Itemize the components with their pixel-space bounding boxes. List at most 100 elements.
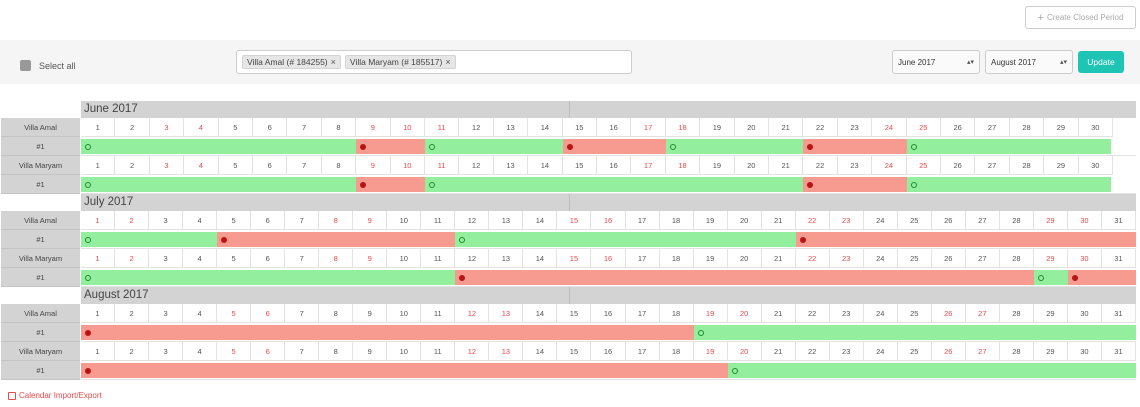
day-cell[interactable]: 9: [353, 304, 388, 323]
month-to-select[interactable]: August 2017 ▴▾: [985, 50, 1073, 74]
day-cell[interactable]: 22: [795, 342, 830, 361]
day-cell[interactable]: 13: [489, 211, 524, 230]
day-cell[interactable]: 16: [591, 249, 626, 268]
day-cell[interactable]: 4: [183, 249, 218, 268]
day-cell[interactable]: 25: [897, 211, 932, 230]
day-cell[interactable]: 17: [631, 156, 666, 175]
day-cell[interactable]: 12: [455, 304, 490, 323]
day-cell[interactable]: 14: [528, 156, 563, 175]
day-cell[interactable]: 7: [285, 342, 320, 361]
day-cell[interactable]: 12: [455, 342, 490, 361]
day-cell[interactable]: 20: [727, 342, 762, 361]
available-period[interactable]: [425, 139, 563, 154]
day-cell[interactable]: 30: [1078, 156, 1113, 175]
day-cell[interactable]: 14: [523, 249, 558, 268]
day-cell[interactable]: 25: [897, 249, 932, 268]
day-cell[interactable]: 2: [115, 118, 150, 137]
day-cell[interactable]: 6: [251, 342, 286, 361]
day-cell[interactable]: 11: [421, 304, 456, 323]
day-cell[interactable]: 13: [489, 304, 524, 323]
day-cell[interactable]: 19: [693, 342, 728, 361]
day-cell[interactable]: 17: [625, 304, 660, 323]
day-cell[interactable]: 10: [387, 304, 422, 323]
day-cell[interactable]: 28: [999, 211, 1034, 230]
day-cell[interactable]: 9: [356, 118, 391, 137]
day-cell[interactable]: 12: [459, 156, 494, 175]
day-cell[interactable]: 5: [218, 118, 253, 137]
day-cell[interactable]: 20: [734, 118, 769, 137]
day-cell[interactable]: 8: [319, 304, 354, 323]
day-cell[interactable]: 5: [218, 156, 253, 175]
day-cell[interactable]: 10: [387, 249, 422, 268]
day-cell[interactable]: 1: [81, 249, 116, 268]
day-cell[interactable]: 6: [253, 118, 288, 137]
day-cell[interactable]: 20: [734, 156, 769, 175]
day-cell[interactable]: 15: [557, 211, 592, 230]
day-cell[interactable]: 23: [829, 342, 864, 361]
day-cell[interactable]: 2: [115, 304, 150, 323]
day-cell[interactable]: 29: [1033, 342, 1068, 361]
day-cell[interactable]: 28: [999, 342, 1034, 361]
day-cell[interactable]: 28: [999, 304, 1034, 323]
day-cell[interactable]: 24: [863, 342, 898, 361]
day-cell[interactable]: 10: [387, 211, 422, 230]
day-cell[interactable]: 16: [591, 304, 626, 323]
day-cell[interactable]: 9: [353, 249, 388, 268]
day-cell[interactable]: 26: [931, 342, 966, 361]
day-cell[interactable]: 19: [693, 304, 728, 323]
day-cell[interactable]: 22: [795, 249, 830, 268]
day-cell[interactable]: 10: [390, 156, 425, 175]
day-cell[interactable]: 3: [149, 342, 184, 361]
available-period[interactable]: [455, 232, 796, 247]
day-cell[interactable]: 25: [906, 156, 941, 175]
day-cell[interactable]: 7: [287, 156, 322, 175]
available-period[interactable]: [1033, 270, 1068, 285]
day-cell[interactable]: 31: [1101, 304, 1136, 323]
available-period[interactable]: [906, 177, 1112, 192]
day-cell[interactable]: 18: [659, 211, 694, 230]
day-cell[interactable]: 1: [81, 211, 116, 230]
day-cell[interactable]: 13: [493, 156, 529, 175]
day-cell[interactable]: 3: [149, 304, 184, 323]
day-cell[interactable]: 9: [356, 156, 391, 175]
day-cell[interactable]: 27: [965, 342, 1000, 361]
available-period[interactable]: [81, 232, 218, 247]
day-cell[interactable]: 12: [459, 118, 494, 137]
day-cell[interactable]: 22: [795, 304, 830, 323]
day-cell[interactable]: 17: [625, 211, 660, 230]
day-cell[interactable]: 1: [81, 156, 116, 175]
day-cell[interactable]: 14: [523, 304, 558, 323]
available-period[interactable]: [906, 139, 1112, 154]
day-cell[interactable]: 2: [115, 342, 150, 361]
day-cell[interactable]: 27: [975, 118, 1010, 137]
available-period[interactable]: [425, 177, 804, 192]
day-cell[interactable]: 5: [217, 249, 252, 268]
day-cell[interactable]: 4: [183, 304, 218, 323]
day-cell[interactable]: 23: [829, 249, 864, 268]
day-cell[interactable]: 29: [1044, 118, 1079, 137]
day-cell[interactable]: 3: [149, 211, 184, 230]
day-cell[interactable]: 4: [184, 118, 219, 137]
day-cell[interactable]: 1: [81, 304, 116, 323]
day-cell[interactable]: 7: [287, 118, 322, 137]
day-cell[interactable]: 1: [81, 342, 116, 361]
day-cell[interactable]: 5: [217, 342, 252, 361]
day-cell[interactable]: 29: [1033, 304, 1068, 323]
day-cell[interactable]: 12: [455, 249, 490, 268]
day-cell[interactable]: 16: [597, 118, 632, 137]
day-cell[interactable]: 26: [941, 156, 976, 175]
day-cell[interactable]: 21: [761, 211, 796, 230]
day-cell[interactable]: 27: [965, 304, 1000, 323]
day-cell[interactable]: 12: [455, 211, 490, 230]
day-cell[interactable]: 24: [863, 249, 898, 268]
booked-period[interactable]: [356, 177, 425, 192]
day-cell[interactable]: 21: [761, 304, 796, 323]
booked-period[interactable]: [795, 232, 1136, 247]
day-cell[interactable]: 26: [941, 118, 976, 137]
day-cell[interactable]: 2: [115, 211, 150, 230]
day-cell[interactable]: 23: [829, 304, 864, 323]
day-cell[interactable]: 30: [1078, 118, 1113, 137]
day-cell[interactable]: 4: [184, 156, 219, 175]
day-cell[interactable]: 31: [1101, 342, 1136, 361]
day-cell[interactable]: 30: [1067, 249, 1102, 268]
